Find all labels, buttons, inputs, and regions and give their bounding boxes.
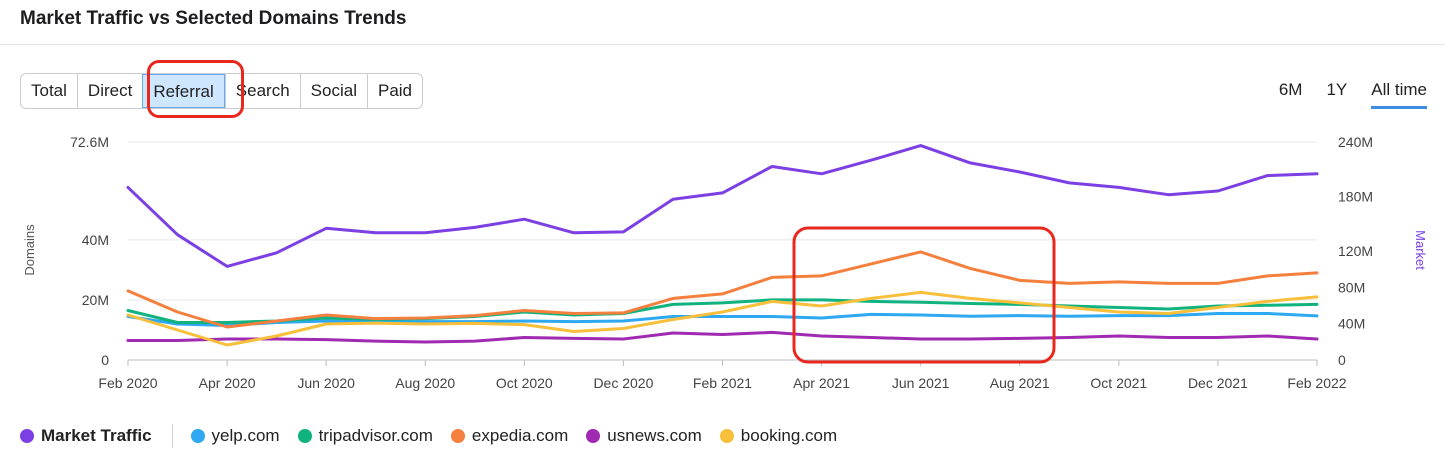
- x-tick-label: Jun 2021: [892, 375, 950, 391]
- tab-referral[interactable]: Referral: [142, 74, 225, 108]
- range-1y[interactable]: 1Y: [1326, 80, 1348, 99]
- x-tick-label: Dec 2020: [593, 375, 653, 391]
- y-left-tick-label: 20M: [82, 292, 109, 308]
- legend-dot-icon: [20, 429, 34, 443]
- y-left-axis-label: Domains: [22, 224, 37, 276]
- y-right-axis-label: Market: [1413, 230, 1428, 270]
- y-right-tick-label: 180M: [1338, 189, 1373, 205]
- legend-label: usnews.com: [607, 426, 702, 445]
- y-right-tick-label: 240M: [1338, 134, 1373, 150]
- y-right-tick-label: 0: [1338, 352, 1346, 368]
- tab-direct[interactable]: Direct: [76, 74, 142, 108]
- legend-divider: [171, 424, 173, 448]
- x-tick-label: Feb 2020: [98, 375, 157, 391]
- y-left-tick-label: 0: [101, 352, 109, 368]
- highlight-box-peak: [792, 226, 1056, 364]
- x-tick-label: Aug 2021: [990, 375, 1050, 391]
- x-tick-label: Apr 2021: [793, 375, 850, 391]
- legend-dot-icon: [719, 429, 734, 443]
- legend-label: tripadvisor.com: [318, 426, 433, 445]
- series-line-yelp-com: [126, 312, 1319, 327]
- x-tick-label: Aug 2020: [395, 375, 455, 391]
- y-right-tick-label: 40M: [1338, 316, 1365, 332]
- x-tick-label: Apr 2020: [199, 375, 256, 391]
- x-tick-label: Oct 2020: [496, 375, 553, 391]
- tab-search[interactable]: Search: [224, 74, 300, 108]
- series-line-market-traffic: [126, 144, 1319, 268]
- time-range-selector: 6M 1Y All time: [1279, 80, 1427, 109]
- legend-dot-icon: [450, 429, 465, 443]
- legend-item-expedia-com[interactable]: expedia.com: [450, 426, 569, 446]
- y-left-tick-label: 40M: [82, 232, 109, 248]
- x-tick-label: Oct 2021: [1090, 375, 1147, 391]
- series-line-usnews-com: [126, 330, 1319, 344]
- legend-dot-icon: [586, 429, 601, 443]
- tab-social[interactable]: Social: [299, 74, 367, 108]
- x-tick-label: Feb 2021: [693, 375, 752, 391]
- series-line-expedia-com: [126, 250, 1319, 329]
- chart-legend: Market Traffic yelp.com tripadvisor.com exp…: [20, 424, 855, 448]
- range-all-time[interactable]: All time: [1371, 80, 1427, 109]
- series-line-tripadvisor-com: [126, 298, 1319, 324]
- y-right-tick-label: 80M: [1338, 279, 1365, 295]
- legend-item-market-traffic[interactable]: Market Traffic: [20, 426, 152, 446]
- legend-label: Market Traffic: [41, 426, 152, 445]
- traffic-type-tabs: Total Direct Referral Search Social Paid: [20, 73, 424, 109]
- y-left-tick-label: 72.6M: [70, 134, 109, 150]
- legend-label: yelp.com: [211, 426, 280, 445]
- x-tick-label: Feb 2022: [1287, 375, 1346, 391]
- x-tick-label: Jun 2020: [297, 375, 355, 391]
- x-tick-label: Dec 2021: [1188, 375, 1248, 391]
- series-line-booking-com: [126, 290, 1319, 347]
- legend-dot-icon: [190, 429, 205, 443]
- legend-item-yelp-com[interactable]: yelp.com: [190, 426, 280, 446]
- legend-dot-icon: [297, 429, 312, 443]
- legend-item-tripadvisor-com[interactable]: tripadvisor.com: [297, 426, 433, 446]
- y-right-tick-label: 120M: [1338, 243, 1373, 259]
- page-title: Market Traffic vs Selected Domains Trend…: [20, 8, 407, 29]
- legend-label: booking.com: [740, 426, 838, 445]
- legend-item-booking-com[interactable]: booking.com: [719, 426, 838, 446]
- range-6m[interactable]: 6M: [1278, 80, 1303, 99]
- legend-label: expedia.com: [471, 426, 569, 445]
- tab-total[interactable]: Total: [31, 81, 67, 100]
- header-divider: [0, 44, 1445, 45]
- tab-paid[interactable]: Paid: [366, 74, 422, 108]
- legend-item-usnews-com[interactable]: usnews.com: [586, 426, 702, 446]
- traffic-line-chart: 0 20M 40M 72.6M 0 40M 80M 120M 180M 240M Domains Ma…: [22, 134, 1428, 391]
- highlight-box-referral: [147, 60, 244, 118]
